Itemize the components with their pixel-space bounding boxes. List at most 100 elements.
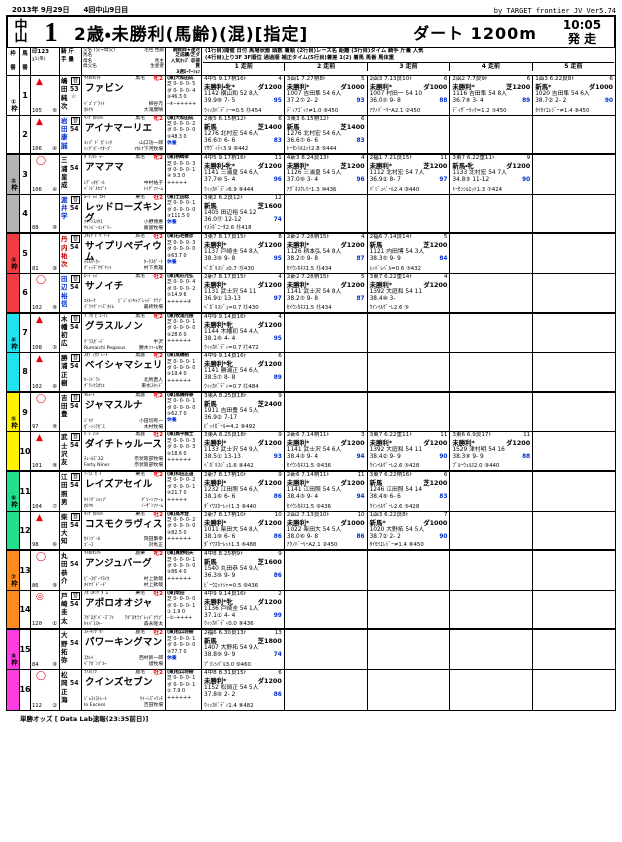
past-run-4[interactable] [450, 194, 534, 233]
mark-cell[interactable]: ▲ 106 ④ [31, 115, 60, 154]
mark-cell[interactable]: ◎ 120 ① [31, 590, 60, 629]
past-run-4[interactable] [450, 313, 534, 353]
past-run-1[interactable]: 4中5 9.17稍16ﾄ 11 未勝利・牝* ダ1200 1141 三浦皇 54 6人 3… [202, 155, 285, 194]
past-run-5[interactable] [533, 314, 615, 353]
past-run-3[interactable] [368, 313, 451, 353]
past-run-2[interactable] [285, 590, 368, 629]
past-run-4[interactable] [450, 471, 534, 511]
past-run-3[interactable]: 3東7 6.22重11ﾄ 11 未勝利* ダ1200 1392 大庭和 54 11 38.… [368, 432, 451, 470]
jockey-cell[interactable]: 戸崎圭太 替 54 [60, 590, 82, 629]
table-row[interactable]: 14 ◎ 120 ① 戸崎圭太替 54 ｱﾎﾟﾛｷﾝｸﾞﾀﾞﾑ 栗毛 牡2 アポロオオジャ ｱﾎﾟﾛ… [7, 590, 615, 631]
mark-cell[interactable]: ▲ 102 ⑥ [31, 353, 60, 391]
past-run-1[interactable]: 3東A 8.25良18ﾄ 9 新馬 芝2400 1911 吉田豊 54 5人 36.9② … [202, 392, 285, 432]
past-run-1[interactable]: 4中9 9.14良16ﾄ 2 未勝利*牝 ダ1200 1136 戸崎圭 54 1人 37.… [202, 590, 285, 629]
jockey-cell[interactable]: 三浦皇成 54 [60, 155, 82, 194]
jockey-cell[interactable]: 田辺裕信 替 54 [60, 274, 82, 312]
horse-info-cell[interactable]: ﾌﾞﾝｶﾞﾋﾞｭｰﾃｨ 黒毛 牝2 グラスルノン ｸﾞﾗｽｶﾞｰﾄﾞ Rumaichi P… [82, 313, 166, 353]
past-run-3[interactable]: 3東7 6.22重14ﾄ 4 未勝利* ダ1200 1392 大庭和 54 11 38.4… [368, 274, 451, 312]
mark-cell[interactable]: ◯ 112 ② [31, 669, 60, 710]
jockey-cell[interactable]: 岩田康誠 替 54 [60, 115, 82, 154]
past-run-5[interactable] [533, 551, 615, 590]
jockey-cell[interactable]: 勝浦正樹 替 54 [60, 353, 82, 391]
past-run-4[interactable] [450, 590, 534, 629]
past-run-2[interactable]: 3函1 7.27稍8ﾄ 5 未勝利* ダ1000 1007 吉田隼 54 6人 37.2⑦… [285, 76, 368, 115]
past-run-2[interactable]: 2新2 7.28稍15ﾄ 4 未勝利* ダ1200 1126 柄本弘 54 8人 38.2… [285, 234, 368, 273]
table-row[interactable]: ②枠 3 ◯ 106 ④ 三浦皇成 54 ﾀﾞｲﾜﾒｼﾞｬｰ 黒毛 牝2 アマアマ ﾚﾃﾞｨｵﾎﾞｰﾙ… [7, 155, 615, 195]
past-run-4[interactable]: 3東7 6.22重11ﾄ 9 新馬・牝 ダ1200 1133 北村宏 54 7人 34.8… [450, 155, 534, 194]
past-run-1[interactable]: 4中9 9.14良16ﾄ 4 未勝利*牝 ダ1200 1144 木幡初 54 4人 38.… [202, 313, 285, 353]
past-run-3[interactable] [368, 115, 451, 154]
past-run-4[interactable] [450, 274, 534, 312]
past-run-2[interactable] [285, 194, 368, 233]
past-run-3[interactable]: 1函3 6.22良8ﾄ 7 新馬* ダ1000 1020 大野拓 54 5人 38.7② … [368, 511, 451, 550]
mark-cell[interactable]: ▲ 101 ⑧ [31, 432, 60, 470]
table-row[interactable]: ①枠 1 ▲ 105 ⑥ 嶋田純次 替 53 ☆ ﾏｲﾈﾙｾﾚｸﾄ 黒毛 牝2 ファビン ﾍﾞｺﾞﾌﾞﾗｲ… [7, 76, 615, 116]
past-run-4[interactable] [450, 115, 534, 154]
jockey-cell[interactable]: 渡井学替 54 [60, 194, 82, 233]
past-run-4[interactable] [450, 551, 534, 590]
horse-info-cell[interactable]: ﾏｲﾈﾙｾﾚｸﾄ 鹿栗 牝2 アンジュバーグ ﾋﾞｰｽﾎﾟｰﾂｽｲﾀ ﾎｲﾔﾌﾞﾄﾞｰﾄﾞ… [82, 551, 166, 590]
jockey-cell[interactable]: 大野拓弥 54 [60, 630, 82, 669]
past-run-3[interactable]: 2福1 7.21良15ﾄ 11 未勝利* 芝1200 1112 北村宏 54 7人 36.… [368, 155, 451, 194]
past-run-5[interactable] [533, 472, 615, 511]
past-run-5[interactable] [533, 591, 615, 629]
mark-cell[interactable]: ▲ 108 ⑤ [31, 313, 60, 353]
horse-info-cell[interactable]: ｽﾄｰｷﾝｸﾞﾏﾝ 鹿毛 牡2 パワーキングマン ｽｶﾚｲ ﾍﾞｱﾎﾞﾝﾌﾞﾙｰ 西村新一郎… [82, 630, 166, 669]
past-run-4[interactable] [450, 392, 534, 432]
jockey-cell[interactable]: 嶋田純次 替 53 ☆ [60, 76, 82, 115]
mark-cell[interactable]: ◯ 102 ⑧ [31, 274, 60, 312]
past-run-5[interactable] [533, 393, 615, 432]
mark-cell[interactable]: 84 ⑨ [31, 630, 60, 669]
past-run-5[interactable] [533, 670, 615, 710]
horse-info-cell[interactable]: ﾛｰｼﾞｬｽﾞｺﾒｲ 栗毛 牡2 レッドローズキング ｸｲｰﾝｽﾊｳｽ ｻｲﾝﾊﾞｰｺﾝﾄ… [82, 194, 166, 233]
past-run-2[interactable] [285, 392, 368, 432]
table-row[interactable]: ③枠 5 81 ⑨ 丹内祐次替 54 ｽｷｬﾌﾟﾄﾞｳﾞｧｰﾄﾞ 芦毛 牡2 サイプリペディウムﾁ… [7, 234, 615, 274]
mark-cell[interactable]: 81 ⑨ [31, 234, 60, 273]
table-row[interactable]: 4 88 ⑨ 渡井学替 54 ﾛｰｼﾞｬｽﾞｺﾒｲ 栗毛 牡2 レッドローズキング ｸｲｰﾝｽﾊｳ… [7, 194, 615, 235]
past-run-5[interactable] [533, 512, 615, 550]
horse-info-cell[interactable]: ﾌｧｽﾘｱｸ 鹿毛 牡2 クインズセブン ｼﾞｬｽﾄｽﾄﾚｰﾄ In Excess ｸｲｰﾝ… [82, 669, 166, 710]
table-row[interactable]: ⑦枠 13 ◯ 86 ⑨ 丸田恭介 54 ﾏｲﾈﾙｾﾚｸﾄ 鹿栗 牝2 アンジュバーグ ﾋﾞｰｽﾎﾟｰ… [7, 551, 615, 591]
past-run-5[interactable] [533, 234, 615, 273]
table-row[interactable]: 2 ▲ 106 ④ 岩田康誠 替 54 ｷﾝｸﾞｶﾒﾊﾒﾊ 黒毛 牝2 アイナマーリエ ｺｯﾌﾟ ﾄﾞ… [7, 115, 615, 156]
past-run-2[interactable] [285, 669, 368, 710]
past-run-3[interactable]: 2函3 7.13良10ﾄ 6 未勝利* ダ1000 1007 村田一 54 10 36.0… [368, 76, 451, 115]
past-run-3[interactable] [368, 194, 451, 233]
jockey-cell[interactable]: 丸田恭介 54 [60, 551, 82, 590]
past-run-1[interactable]: 2新7 8.17良15ﾄ 4 未勝利* ダ1200 1131 武士沢 54 11 36.9… [202, 274, 285, 312]
jockey-cell[interactable]: 武士沢友 替 54 [60, 432, 82, 470]
table-row[interactable]: ⑧枠 15 84 ⑨ 大野拓弥 54 ｽﾄｰｷﾝｸﾞﾏﾝ 鹿毛 牡2 パワーキングマン ｽｶﾚｲ ﾍﾞ… [7, 630, 615, 670]
past-run-5[interactable] [533, 353, 615, 391]
past-run-5[interactable] [533, 195, 615, 233]
mark-cell[interactable]: 88 ⑨ [31, 194, 60, 233]
horse-info-cell[interactable]: ﾊﾞｼﾞｪｯﾄ 黒鹿 牡2 ダイチトゥルース ﾁｭｰﾙｽﾞ32 Forty Niner 奈状… [82, 432, 166, 470]
past-run-4[interactable] [450, 234, 534, 273]
table-row[interactable]: ④枠 7 ▲ 108 ⑤ 木幡初広 替 54 ﾌﾞﾝｶﾞﾋﾞｭｰﾃｨ 黒毛 牝2 グラスルノン ｸﾞﾗｽ… [7, 313, 615, 354]
past-run-1[interactable]: 2東5 6.15稍12ﾄ 6 新馬 芝1400 1276 北村宏 54 6人 36.6⑦ … [202, 115, 285, 154]
table-row[interactable]: 6 ◯ 102 ⑧ 田辺裕信替 54 ﾛｰｼﾞｬｽ 黒毛 牡2 サノイチ ｴﾄﾙｰｸ ﾌﾞﾗｲｳﾞｧﾝ… [7, 274, 615, 314]
past-run-5[interactable] [533, 432, 615, 470]
past-run-4[interactable] [450, 669, 534, 710]
horse-info-cell[interactable]: ｿｰﾗｽﾞｶﾞｲ 栗毛 牝2 レイズアセイル ｾｲﾝｸﾞｼｮｯﾌﾟ ｶﾙｳｷ ｸﾞﾘｰﾝﾌｧ… [82, 471, 166, 511]
past-run-3[interactable]: 3東7 6.22稍16ﾄ 6 新馬 芝1200 1246 江田照 54 14 38.4⑨ … [368, 471, 451, 511]
past-run-2[interactable]: 2函2 7.13良10ﾄ 10 未勝利* ダ1000 1022 柴田大 54 5人 38.… [285, 511, 368, 550]
past-run-2[interactable] [285, 551, 368, 590]
table-row[interactable]: 10 ▲ 101 ⑧ 武士沢友 替 54 ﾊﾞｼﾞｪｯﾄ 黒鹿 牡2 ダイチトゥルース ﾁｭｰﾙｽﾞ3… [7, 432, 615, 472]
past-run-1[interactable]: 4中8 8.31良15ﾄ 6 未勝利* ダ1200 1152 松岡正 54 5人 37.8… [202, 669, 285, 710]
past-run-5[interactable] [533, 116, 615, 154]
horse-info-cell[interactable]: ｷﾝｸﾞｶﾒﾊﾒﾊ 黒毛 牝2 アイナマーリエ ｺｯﾌﾟ ﾄﾞ ｶﾞｼｯｸ ｼﾝｸﾞﾎﾞｰ… [82, 115, 166, 154]
horse-info-cell[interactable]: ﾀﾞｲﾜﾒｼﾞｬｰ 黒毛 牝2 アマアマ ﾚﾃﾞｨｵﾎﾞｰﾙ ﾍﾞﾝﾄﾞﾙｾﾌﾟﾄ 中村祐子… [82, 155, 166, 194]
past-run-5[interactable] [533, 155, 615, 194]
past-run-3[interactable]: 2福6 7.14良14ﾄ 5 新馬 芝1200 1121 内田博 54 3人 38.3⑤ … [368, 234, 451, 273]
past-run-2[interactable] [285, 630, 368, 669]
past-run-4[interactable] [450, 511, 534, 550]
past-run-3[interactable] [368, 669, 451, 710]
past-run-2[interactable]: 2新6 7.14稍11ﾄ 11 未勝利* ダ1200 1141 江田照 54 5人 38.… [285, 471, 368, 511]
mark-cell[interactable]: ◯ 97 ⑧ [31, 392, 60, 432]
mark-cell[interactable]: ▲ 105 ⑥ [31, 76, 60, 115]
past-run-1[interactable]: 3東2 6.2良12ﾄ 12 新馬 芝1600 1405 田辺裕 54 12 36.0⑪ … [202, 194, 285, 233]
past-run-1[interactable]: 3東A 8.25良18ﾄ 9 未勝利* ダ1200 1133 武士沢 54 9人 38.5… [202, 432, 285, 470]
past-run-2[interactable] [285, 353, 368, 391]
table-row[interactable]: ⑥枠 11 104 ⑦ 江田照男替 54 ｿｰﾗｽﾞｶﾞｲ 栗毛 牝2 レイズアセイル ｾｲﾝｸﾞｼ… [7, 471, 615, 512]
